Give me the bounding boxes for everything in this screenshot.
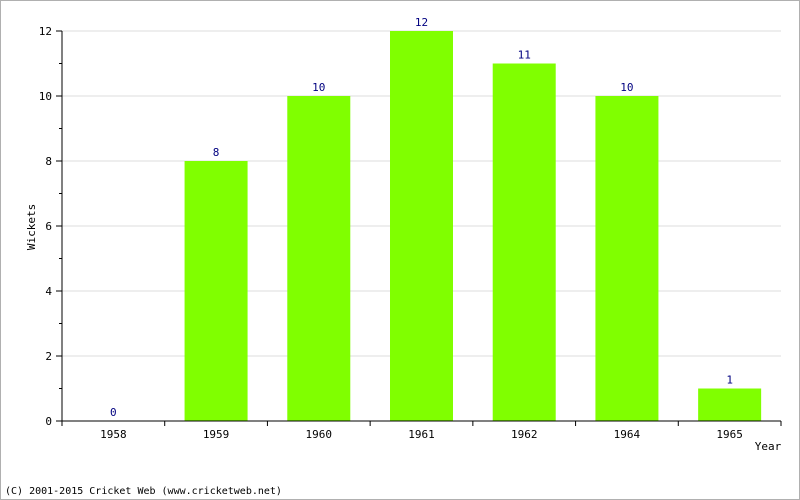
y-axis-title: Wickets (25, 204, 38, 250)
x-tick-label: 1965 (716, 428, 743, 441)
y-tick-label: 2 (45, 350, 52, 363)
bar-1962 (492, 63, 556, 421)
bar-1965 (698, 388, 762, 421)
copyright-notice: (C) 2001-2015 Cricket Web (www.cricketwe… (5, 486, 282, 497)
data-label-1961: 12 (415, 16, 428, 29)
y-tick-label: 10 (39, 90, 52, 103)
axes (56, 30, 782, 426)
y-tick-label: 4 (45, 285, 52, 298)
bar-1961 (390, 31, 453, 421)
data-label-1960: 10 (312, 81, 325, 94)
bars (184, 31, 762, 421)
y-tick-label: 12 (39, 25, 52, 38)
y-tick-label: 6 (45, 220, 52, 233)
data-labels: 0 8 10 12 11 10 1 (110, 16, 733, 419)
bar-1964 (595, 96, 659, 421)
bar-1960 (287, 96, 351, 421)
data-label-1958: 0 (110, 406, 117, 419)
y-tick-label: 8 (45, 155, 52, 168)
x-tick-label: 1960 (306, 428, 333, 441)
x-axis-title: Year (755, 440, 782, 453)
x-tick-label: 1962 (511, 428, 538, 441)
bar-1959 (184, 161, 248, 421)
y-tick-label: 0 (45, 415, 52, 428)
data-label-1962: 11 (518, 49, 531, 62)
x-tick-label: 1959 (203, 428, 230, 441)
x-tick-label: 1961 (408, 428, 435, 441)
data-label-1964: 10 (620, 81, 633, 94)
data-label-1965: 1 (726, 374, 733, 387)
x-tick-label: 1958 (100, 428, 127, 441)
data-label-1959: 8 (213, 146, 220, 159)
x-tick-label: 1964 (614, 428, 641, 441)
